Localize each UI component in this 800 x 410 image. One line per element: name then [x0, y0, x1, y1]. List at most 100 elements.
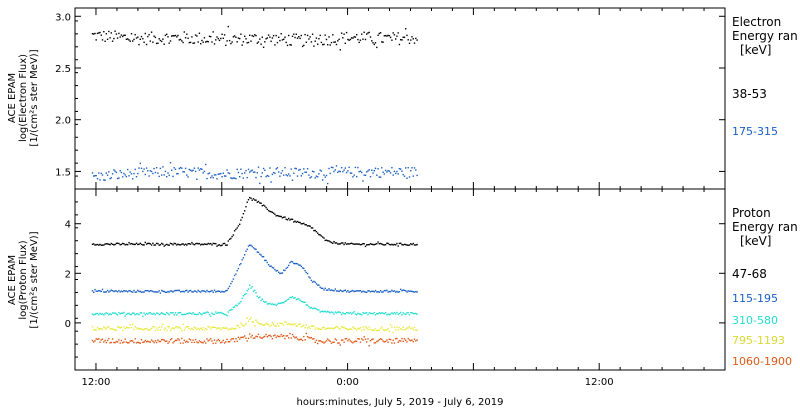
electron-point: [184, 37, 187, 39]
proton-point: [412, 291, 414, 293]
proton-point: [274, 325, 276, 327]
proton-point: [300, 326, 302, 328]
proton-point: [138, 243, 140, 245]
electron-point: [255, 34, 257, 37]
proton-point: [328, 240, 330, 242]
electron-point: [125, 175, 128, 178]
electron-point: [222, 37, 224, 39]
proton-point: [284, 269, 286, 272]
proton-point: [116, 291, 119, 293]
proton-point: [133, 328, 135, 330]
proton-point: [182, 243, 184, 245]
proton-point: [284, 216, 286, 218]
proton-point: [330, 327, 333, 329]
proton-point: [153, 326, 155, 328]
proton-point: [304, 224, 306, 226]
proton-point: [213, 289, 216, 291]
proton-point: [242, 336, 245, 338]
electron-point: [301, 172, 304, 175]
proton-point: [274, 303, 276, 306]
proton-point: [237, 336, 240, 338]
proton-point: [241, 297, 243, 299]
proton-point: [194, 338, 197, 341]
proton-point: [362, 326, 364, 328]
proton-point: [235, 273, 237, 275]
electron-point: [153, 35, 155, 37]
electron-point: [194, 170, 197, 173]
proton-point: [279, 302, 281, 305]
electron-point: [367, 32, 369, 34]
electron-point: [166, 176, 168, 178]
proton-point: [349, 242, 352, 245]
proton-point: [178, 289, 180, 292]
proton-point: [221, 244, 223, 246]
proton-point: [371, 338, 373, 341]
proton-point: [382, 328, 384, 331]
proton-point: [103, 326, 105, 328]
electron-point: [99, 31, 101, 34]
proton-point: [225, 290, 227, 292]
proton-point: [118, 289, 120, 292]
electron-point: [314, 177, 316, 179]
electron-point: [247, 41, 250, 44]
electron-point: [260, 175, 262, 178]
proton-point: [140, 328, 143, 330]
proton-point: [397, 341, 399, 343]
proton-point: [118, 242, 120, 245]
proton-point: [338, 243, 340, 245]
electron-point: [152, 41, 154, 43]
proton-point: [230, 282, 232, 285]
electron-point: [357, 38, 359, 41]
proton-point: [347, 312, 349, 314]
proton-point: [356, 290, 358, 292]
proton-point: [196, 313, 198, 316]
proton-point: [137, 289, 139, 292]
proton-point: [161, 289, 163, 292]
proton-point: [133, 289, 135, 292]
proton-point: [368, 290, 370, 292]
electron-point: [100, 172, 102, 175]
proton-point: [275, 270, 277, 272]
proton-point: [188, 243, 190, 245]
proton-point: [116, 326, 119, 328]
proton-point: [323, 311, 325, 313]
proton-point: [208, 291, 211, 293]
electron-point: [315, 175, 318, 177]
proton-point: [163, 245, 165, 247]
proton-point: [267, 303, 270, 305]
proton-point: [352, 342, 354, 344]
proton-point: [236, 227, 238, 229]
proton-point: [319, 311, 321, 313]
proton-point: [400, 328, 402, 330]
electron-point: [327, 44, 329, 46]
proton-point: [233, 328, 236, 330]
electron-point: [366, 171, 368, 173]
proton-point: [295, 298, 297, 301]
electron-point: [250, 40, 252, 42]
proton-point: [412, 242, 414, 245]
proton-point: [403, 313, 406, 315]
proton-point: [294, 262, 296, 265]
electron-point: [397, 173, 399, 175]
proton-point: [203, 329, 206, 331]
proton-point: [210, 242, 212, 245]
proton-point: [289, 219, 291, 221]
proton-point: [111, 243, 114, 245]
proton-point: [343, 313, 345, 315]
proton-point: [194, 313, 197, 315]
electron-point: [231, 177, 233, 180]
electron-point: [194, 34, 197, 36]
proton-point: [172, 291, 174, 293]
electron-point: [98, 32, 100, 34]
proton-point: [288, 264, 290, 267]
proton-series-1060-1900: [91, 332, 418, 347]
electron-point: [290, 168, 292, 170]
proton-point: [145, 312, 148, 315]
x-tick-label-1: 0:00: [336, 377, 358, 388]
electron-point: [265, 38, 267, 40]
proton-point: [144, 241, 146, 244]
proton-point: [330, 289, 333, 291]
proton-point: [104, 327, 106, 329]
electron-point: [114, 30, 116, 32]
proton-point: [388, 338, 391, 340]
